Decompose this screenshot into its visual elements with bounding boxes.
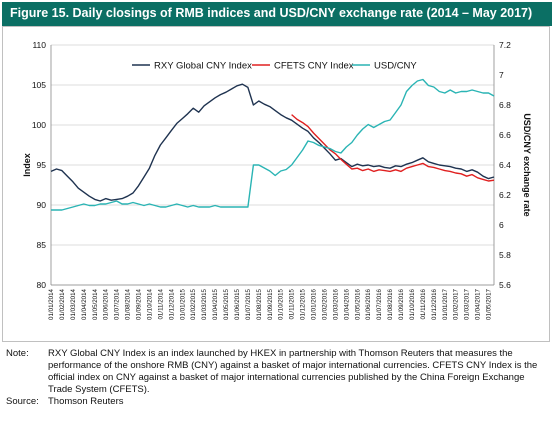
x-tick-label: 01/12/2014	[168, 288, 175, 320]
x-tick-label: 01/09/2015	[267, 288, 274, 320]
x-tick-label: 01/06/2014	[103, 288, 110, 320]
y-tick-label: 85	[37, 240, 47, 250]
x-tick-label: 01/09/2014	[136, 288, 143, 320]
line-chart: 80 85 90 95 100 105 110 5.6 5.8 6 6.2 6.4 6.6 6.8 7 7.2…	[22, 40, 532, 320]
series-line-usd-cny	[51, 78, 495, 211]
source-row: Source: Thomson Reuters	[6, 396, 548, 408]
x-tick-label: 01/02/2014	[59, 288, 66, 320]
y-tick-label: 105	[32, 80, 46, 90]
y-tick-label: 100	[32, 120, 46, 130]
y2-tick-label: 6.2	[499, 190, 511, 200]
note-label: Note:	[6, 348, 29, 359]
x-tick-label: 01/10/2016	[409, 288, 416, 320]
x-tick-label: 01/10/2015	[278, 288, 285, 320]
x-tick-label: 01/08/2015	[256, 288, 263, 320]
source-label: Source:	[6, 396, 39, 407]
x-tick-label: 01/03/2016	[332, 288, 339, 320]
x-tick-label: 01/02/2015	[190, 288, 197, 320]
y-tick-label: 90	[37, 200, 47, 210]
x-tick-label: 01/04/2016	[343, 288, 350, 320]
x-tick-label: 01/07/2014	[114, 288, 121, 320]
chart-title: Figure 15. Daily closings of RMB indices…	[10, 6, 533, 20]
x-tick-label: 01/11/2016	[420, 288, 427, 319]
y2-tick-label: 6.8	[499, 100, 511, 110]
y-tick-label: 110	[32, 40, 46, 50]
x-tick-label: 01/05/2016	[354, 288, 361, 320]
chart-frame	[2, 26, 550, 342]
y2-tick-label: 6	[499, 220, 504, 230]
notes-section: Note: RXY Global CNY Index is an index l…	[6, 348, 548, 408]
y2-tick-label: 6.6	[499, 130, 511, 140]
series-line-rxy-global-cny-index	[50, 83, 495, 202]
x-tick-label: 01/03/2014	[70, 288, 77, 320]
y2-tick-label: 5.8	[499, 250, 511, 260]
x-tick-label: 01/05/2015	[223, 288, 230, 320]
x-tick-label: 01/11/2015	[289, 288, 296, 319]
x-tick-label: 01/10/2014	[146, 288, 153, 320]
x-tick-label: 01/12/2015	[300, 288, 307, 320]
source-text: Thomson Reuters	[48, 396, 124, 407]
x-tick-label: 01/08/2016	[387, 288, 394, 320]
x-tick-label: 01/01/2014	[48, 288, 55, 320]
note-row: Note: RXY Global CNY Index is an index l…	[6, 348, 548, 396]
x-tick-label: 01/04/2017	[475, 288, 482, 320]
x-tick-label: 01/05/2014	[92, 288, 99, 320]
legend-label: RXY Global CNY Index	[154, 61, 252, 72]
y2-axis-title: USD/CNY exchange rate	[522, 113, 532, 216]
y2-tick-label: 7.2	[499, 40, 511, 50]
y2-tick-label: 5.6	[499, 280, 511, 290]
x-tick-label: 01/01/2016	[311, 288, 318, 320]
x-tick-label: 01/07/2015	[245, 288, 252, 320]
x-tick-label: 01/08/2014	[125, 288, 132, 320]
x-tick-label: 01/12/2016	[431, 288, 438, 320]
x-tick-label: 01/01/2015	[179, 288, 186, 320]
chart-title-bar: Figure 15. Daily closings of RMB indices…	[2, 2, 552, 26]
x-tick-label: 01/03/2015	[201, 288, 208, 320]
x-tick-label: 01/01/2017	[442, 288, 449, 320]
x-tick-label: 01/03/2017	[464, 288, 471, 320]
x-tick-label: 01/02/2016	[321, 288, 328, 320]
x-tick-label: 01/07/2016	[376, 288, 383, 320]
y-axis-title: Index	[22, 153, 32, 177]
x-tick-label: 01/09/2016	[398, 288, 405, 320]
note-text: RXY Global CNY Index is an index launche…	[48, 348, 538, 395]
x-tick-label: 01/06/2015	[234, 288, 241, 320]
series-line-cfets-cny-index	[291, 114, 495, 182]
x-tick-label: 01/04/2015	[212, 288, 219, 320]
x-tick-label: 01/06/2016	[365, 288, 372, 320]
x-tick-label: 01/05/2017	[486, 288, 493, 320]
y2-tick-label: 6.4	[499, 160, 511, 170]
y-tick-label: 95	[37, 160, 47, 170]
x-tick-label: 01/04/2014	[81, 288, 88, 320]
legend-label: USD/CNY	[374, 61, 417, 72]
legend-label: CFETS CNY Index	[274, 61, 354, 72]
x-tick-label: 01/02/2017	[453, 288, 460, 320]
y-tick-label: 80	[37, 280, 47, 290]
x-tick-label: 01/11/2014	[157, 288, 164, 319]
y2-tick-label: 7	[499, 70, 504, 80]
